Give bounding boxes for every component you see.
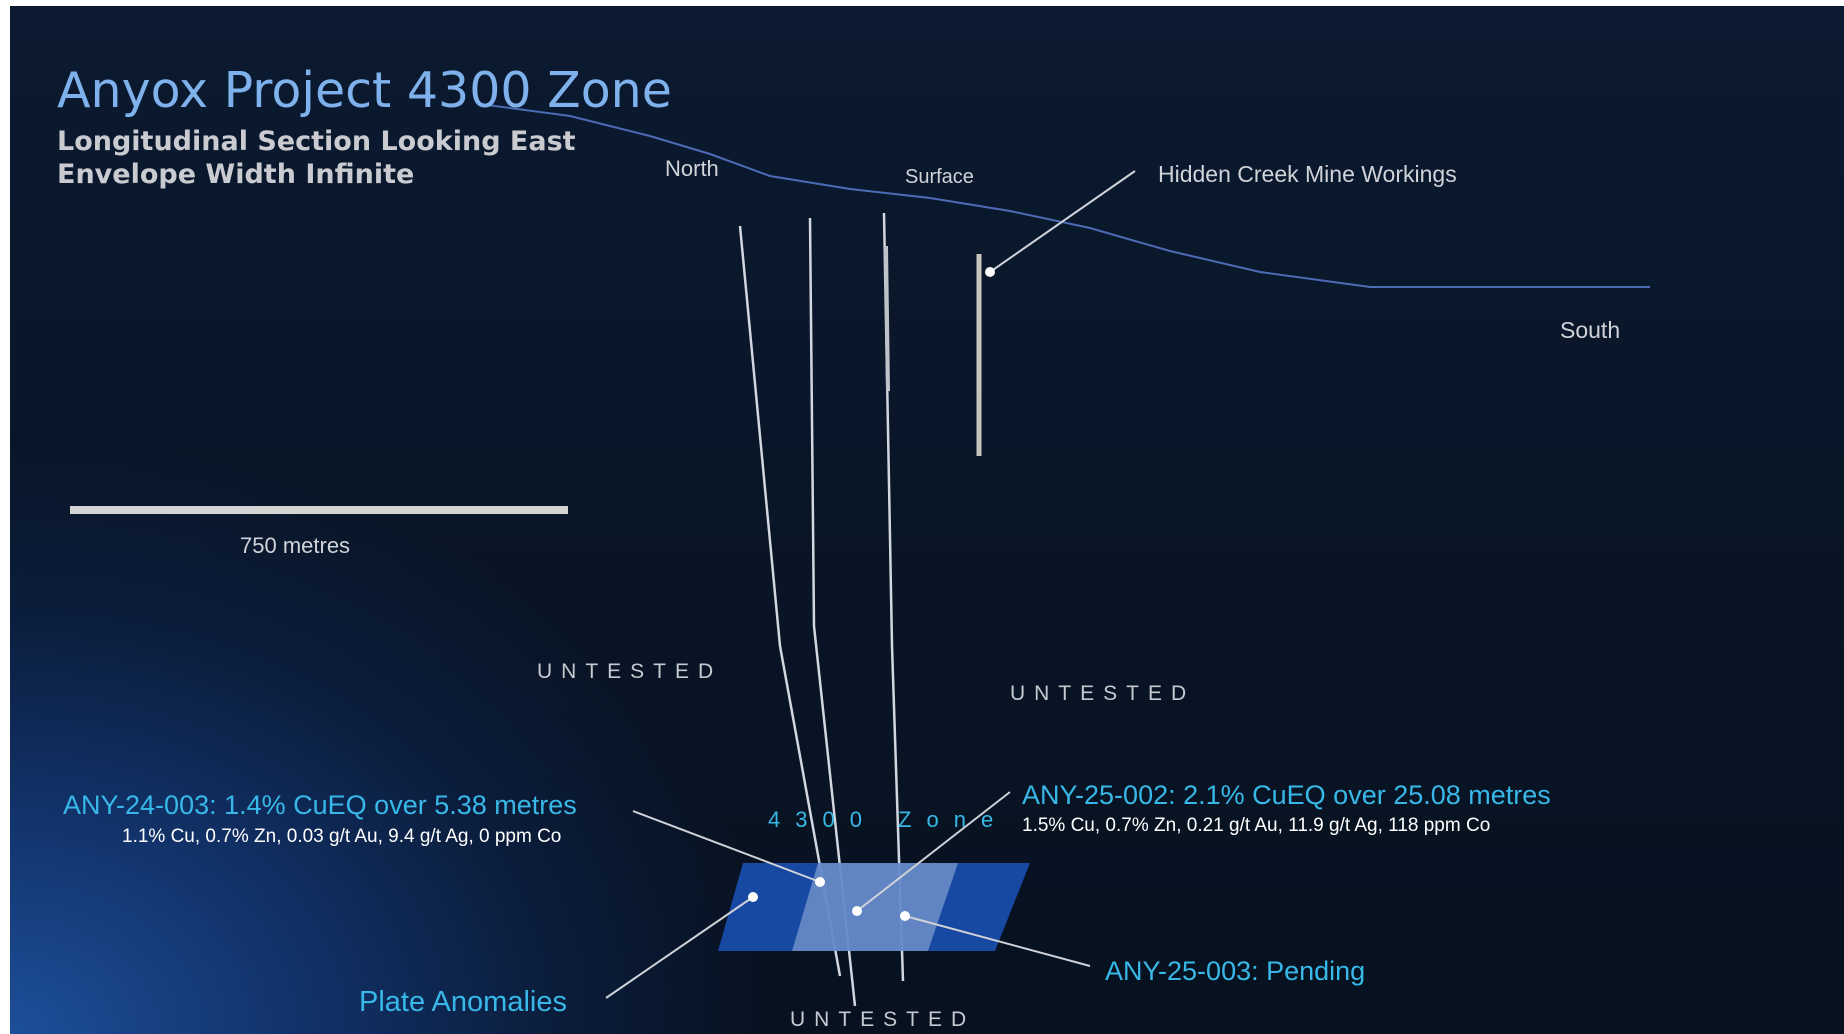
drillhole-any-25-003-title: ANY-25-003: Pending — [1105, 956, 1366, 986]
plate-anomalies-leader — [605, 896, 754, 999]
drill-hole-upper-segment — [884, 245, 890, 392]
plate-anomaly — [792, 863, 958, 951]
any-24-003-leader — [632, 810, 821, 883]
scale-bar — [70, 506, 568, 514]
callout-dots — [748, 267, 995, 921]
section-graphics — [70, 103, 1650, 1007]
callout-leaders — [605, 170, 1136, 999]
callout-dot — [852, 906, 862, 916]
page-title: Anyox Project 4300 Zone — [57, 62, 672, 119]
mine-workings — [520, 211, 1415, 456]
scale-bar-label: 750 metres — [240, 533, 351, 558]
drillhole-any-25-002-title: ANY-25-002: 2.1% CuEQ over 25.08 metres — [1022, 780, 1551, 810]
topographic-surface-line — [479, 103, 1650, 288]
envelope-subtitle: Envelope Width Infinite — [57, 159, 415, 190]
section-subtitle: Longitudinal Section Looking East — [57, 126, 576, 157]
untested-label: UNTESTED — [790, 1008, 976, 1031]
mine-workings-leader — [989, 170, 1136, 273]
any-25-003-leader — [904, 915, 1091, 967]
drillhole-any-25-002-assay: 1.5% Cu, 0.7% Zn, 0.21 g/t Au, 11.9 g/t … — [1022, 815, 1491, 836]
callout-dot — [748, 892, 758, 902]
plate-anomalies-label: Plate Anomalies — [359, 986, 567, 1018]
drillhole-any-24-003-assay: 1.1% Cu, 0.7% Zn, 0.03 g/t Au, 9.4 g/t A… — [122, 826, 562, 847]
mine-workings-label: Hidden Creek Mine Workings — [1158, 161, 1457, 187]
surface-label: Surface — [905, 166, 974, 188]
zone-label: 4300 Zone — [768, 807, 1009, 832]
callout-dot — [985, 267, 995, 277]
untested-label: UNTESTED — [537, 660, 723, 683]
any-25-002-leader — [856, 791, 1011, 912]
section-canvas: Anyox Project 4300 Zone Longitudinal Sec… — [10, 6, 1844, 1034]
drillhole-any-24-003-title: ANY-24-003: 1.4% CuEQ over 5.38 metres — [63, 790, 577, 820]
callout-dot — [900, 911, 910, 921]
untested-label: UNTESTED — [1010, 682, 1196, 705]
north-label: North — [665, 156, 719, 181]
callout-dot — [815, 877, 825, 887]
south-label: South — [1560, 317, 1621, 343]
